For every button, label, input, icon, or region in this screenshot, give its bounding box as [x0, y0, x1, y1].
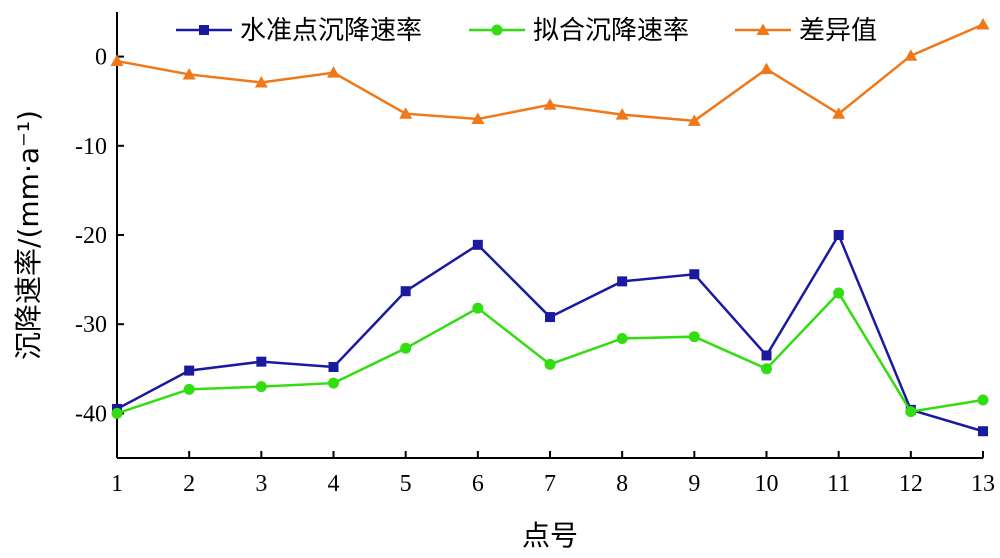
x-tick-label: 3	[255, 471, 267, 497]
series-3-point	[976, 17, 990, 30]
series-2-point	[833, 287, 845, 299]
x-tick-label: 13	[971, 471, 995, 497]
y-axis-title: 沉降速率/(mm·a⁻¹)	[12, 110, 45, 360]
x-tick-label: 1	[111, 471, 123, 497]
series-1-point	[400, 286, 411, 297]
series-1-point	[184, 365, 195, 376]
series-3-point	[327, 66, 340, 78]
series-2-point	[616, 332, 628, 344]
series-2-point	[255, 381, 267, 393]
series-1	[112, 230, 988, 437]
series-2-point	[688, 331, 700, 343]
series-3-point	[615, 108, 629, 120]
series-1-point	[545, 312, 555, 323]
x-tick-label: 2	[183, 471, 195, 497]
x-tick-label: 9	[688, 471, 700, 497]
series-2-point	[905, 406, 917, 418]
series-3-point	[471, 112, 485, 125]
series-1-point	[978, 426, 988, 437]
series-1-line	[116, 232, 984, 433]
series-3-point	[182, 67, 196, 80]
legend-item-3: 差异值	[735, 16, 877, 46]
x-tick-label: 11	[827, 471, 850, 497]
series-2-point	[183, 383, 195, 395]
x-tick-label: 4	[328, 471, 340, 497]
series-1-point	[833, 230, 844, 240]
legend-label: 差异值	[799, 16, 877, 46]
legend-marker	[756, 23, 770, 35]
x-tick-label: 12	[899, 471, 923, 497]
x-tick-label: 7	[544, 471, 556, 497]
series-2-line	[116, 290, 984, 415]
series-1-point	[689, 269, 700, 280]
legend-marker	[199, 25, 209, 35]
x-tick-label: 8	[616, 471, 628, 497]
series-3-point	[760, 62, 773, 75]
x-axis-title: 点号	[522, 519, 578, 552]
y-tick-label: -10	[75, 134, 107, 160]
series-1-point	[472, 239, 483, 250]
series-1-point	[256, 356, 267, 367]
axes: 0-10-20-30-401 2 3 4 5 6 7 8 9 10 11 12 13	[75, 12, 995, 497]
series-2-point	[328, 377, 339, 389]
x-tick-label: 6	[472, 471, 484, 497]
y-tick-label: -40	[75, 401, 107, 427]
legend-label: 拟合沉降速率	[533, 16, 689, 46]
legend-marker	[491, 24, 503, 36]
y-tick-label: -20	[75, 223, 107, 249]
series-2-point	[544, 358, 556, 370]
series-3-point	[543, 98, 557, 110]
series-3-point	[832, 107, 846, 119]
y-tick-label: -30	[75, 312, 107, 338]
series-2-point	[761, 363, 772, 375]
series-2-point	[472, 302, 484, 314]
x-tick-label: 10	[755, 471, 779, 497]
x-tick-label: 5	[400, 471, 412, 497]
series-2-point	[977, 394, 989, 406]
series-3-point	[254, 75, 268, 88]
series-2-point	[400, 342, 412, 354]
series-3-point	[687, 114, 701, 126]
series-3-point	[904, 49, 918, 61]
series-layer	[110, 17, 990, 437]
series-3-point	[399, 107, 413, 119]
y-tick-label: 0	[95, 45, 107, 71]
legend: 水准点沉降速率 拟合沉降速率 差异值	[176, 16, 877, 46]
series-2-point	[111, 407, 123, 419]
legend-item-1: 水准点沉降速率	[176, 16, 422, 46]
series-3	[110, 17, 990, 126]
series-1-point	[761, 350, 772, 361]
legend-label: 水准点沉降速率	[240, 16, 422, 46]
legend-item-2: 拟合沉降速率	[469, 16, 689, 46]
series-1-point	[617, 276, 628, 287]
series-3-point	[110, 54, 124, 67]
series-2	[111, 287, 989, 419]
series-1-point	[328, 362, 339, 373]
